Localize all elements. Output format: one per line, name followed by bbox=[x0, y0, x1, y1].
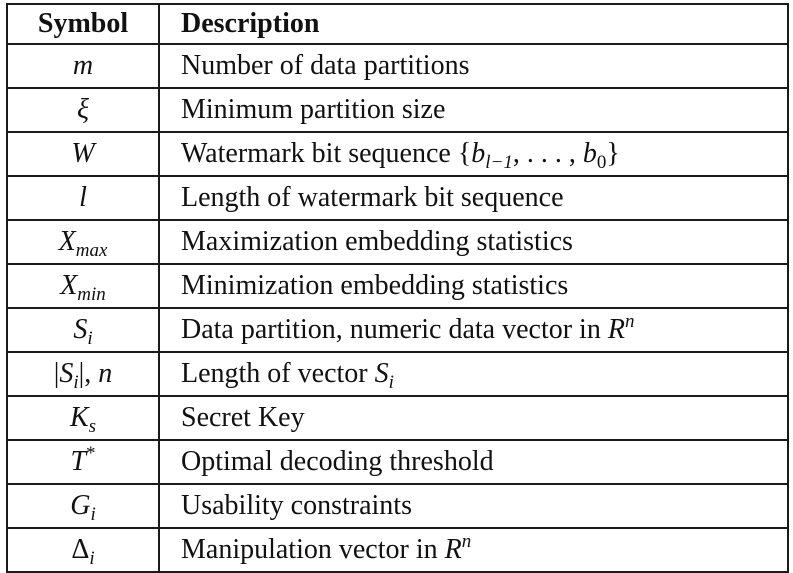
table-row: |Si|, n Length of vector Si bbox=[6, 351, 789, 397]
subscript-s: s bbox=[88, 416, 97, 437]
symbol-column-header: Symbol bbox=[6, 3, 160, 45]
subscript-i: i bbox=[87, 328, 93, 349]
symbol-cell: Δi bbox=[6, 527, 160, 573]
ellipsis: , . . . , bbox=[512, 138, 583, 169]
symbol-cell: Xmin bbox=[6, 263, 160, 309]
symbol-cell: ξ bbox=[6, 87, 160, 133]
symbol-cell: Si bbox=[6, 307, 160, 353]
symbol-G: G bbox=[70, 490, 91, 521]
symbol-cell: l bbox=[6, 175, 160, 221]
rbrace: } bbox=[606, 138, 620, 169]
table-row: Ks Secret Key bbox=[6, 395, 789, 441]
subscript-max: max bbox=[75, 240, 108, 261]
symbol-cell: Gi bbox=[6, 483, 160, 529]
table-row: l Length of watermark bit sequence bbox=[6, 175, 789, 221]
symbol-cell: T* bbox=[6, 439, 160, 485]
description-text: Manipulation vector in bbox=[181, 534, 438, 565]
math-R: R bbox=[607, 314, 625, 345]
comma: , bbox=[84, 358, 99, 389]
description-cell: Secret Key bbox=[158, 395, 789, 441]
description-cell: Manipulation vector in Rn bbox=[158, 527, 789, 573]
description-cell: Usability constraints bbox=[158, 483, 789, 529]
lbrace: { bbox=[457, 138, 472, 169]
symbol-cell: Xmax bbox=[6, 219, 160, 265]
symbol-Delta: Δ bbox=[71, 534, 90, 565]
symbol-S: S bbox=[73, 314, 88, 345]
symbol-table: Symbol Description m Number of data part… bbox=[6, 3, 789, 573]
superscript-n: n bbox=[624, 311, 635, 332]
table-row: Δi Manipulation vector in Rn bbox=[6, 527, 789, 573]
description-cell: Length of watermark bit sequence bbox=[158, 175, 789, 221]
table-row: ξ Minimum partition size bbox=[6, 87, 789, 133]
description-text: Watermark bit sequence bbox=[181, 138, 451, 169]
table-row: Xmax Maximization embedding statistics bbox=[6, 219, 789, 265]
table-row: Xmin Minimization embedding statistics bbox=[6, 263, 789, 309]
subscript-zero: 0 bbox=[596, 152, 607, 173]
description-cell: Minimum partition size bbox=[158, 87, 789, 133]
description-cell: Data partition, numeric data vector in R… bbox=[158, 307, 789, 353]
symbol-cell: |Si|, n bbox=[6, 351, 160, 397]
description-column-header: Description bbox=[158, 3, 789, 45]
symbol-l: l bbox=[79, 182, 87, 213]
symbol-cell: W bbox=[6, 131, 160, 177]
subscript-l-minus-1: l−1 bbox=[485, 152, 513, 173]
math-R: R bbox=[444, 534, 462, 565]
math-b: b bbox=[582, 138, 597, 169]
superscript-n: n bbox=[461, 531, 472, 552]
symbol-X: X bbox=[58, 226, 76, 257]
description-cell: Length of vector Si bbox=[158, 351, 789, 397]
symbol-S: S bbox=[59, 358, 74, 389]
table-row: Gi Usability constraints bbox=[6, 483, 789, 529]
description-text: Data partition, numeric data vector in bbox=[181, 314, 601, 345]
subscript-i: i bbox=[90, 504, 96, 525]
bit-set-math: {bl−1, . . . , b0} bbox=[457, 138, 620, 173]
symbol-K: K bbox=[69, 402, 89, 433]
description-cell: Optimal decoding threshold bbox=[158, 439, 789, 485]
math-b: b bbox=[471, 138, 486, 169]
table-row: W Watermark bit sequence {bl−1, . . . , … bbox=[6, 131, 789, 177]
symbol-X: X bbox=[60, 270, 78, 301]
symbol-T: T bbox=[70, 446, 87, 477]
description-cell: Watermark bit sequence {bl−1, . . . , b0… bbox=[158, 131, 789, 177]
subscript-i: i bbox=[73, 372, 79, 393]
table-row: m Number of data partitions bbox=[6, 43, 789, 89]
symbol-n: n bbox=[98, 358, 113, 389]
table-row: Si Data partition, numeric data vector i… bbox=[6, 307, 789, 353]
abs-bar: | bbox=[53, 358, 60, 389]
symbol-m: m bbox=[72, 50, 94, 81]
abs-bar: | bbox=[78, 358, 85, 389]
description-cell: Minimization embedding statistics bbox=[158, 263, 789, 309]
superscript-star: * bbox=[86, 443, 96, 464]
subscript-i: i bbox=[388, 372, 394, 393]
symbol-cell: m bbox=[6, 43, 160, 89]
header-row: Symbol Description bbox=[6, 3, 789, 45]
table-row: T* Optimal decoding threshold bbox=[6, 439, 789, 485]
math-S: S bbox=[374, 358, 389, 389]
description-text: Length of vector bbox=[181, 358, 368, 389]
description-cell: Maximization embedding statistics bbox=[158, 219, 789, 265]
symbol-W: W bbox=[71, 138, 95, 169]
symbol-cell: Ks bbox=[6, 395, 160, 441]
table-container: Symbol Description m Number of data part… bbox=[6, 3, 789, 573]
symbol-xi: ξ bbox=[77, 94, 89, 125]
subscript-i: i bbox=[89, 548, 95, 569]
description-cell: Number of data partitions bbox=[158, 43, 789, 89]
subscript-min: min bbox=[77, 284, 106, 305]
